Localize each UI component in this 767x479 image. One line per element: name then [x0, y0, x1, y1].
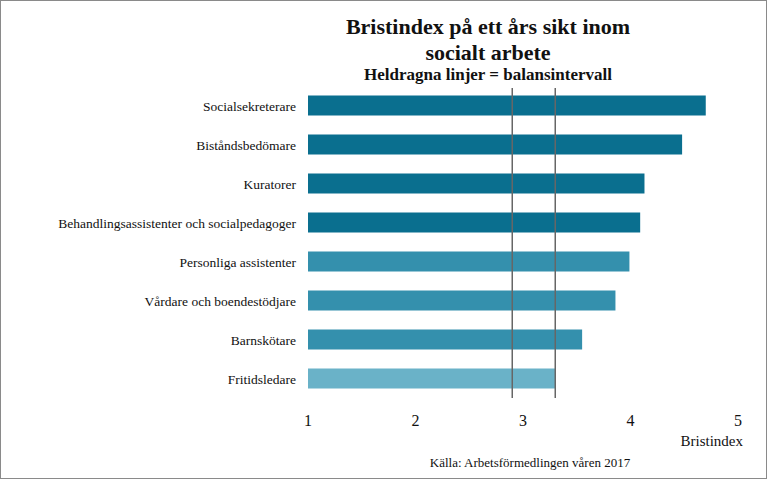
- category-label: Kuratorer: [244, 177, 297, 192]
- bar: [308, 96, 706, 116]
- tick-label: 1: [304, 412, 312, 429]
- category-label: Socialsekreterare: [203, 99, 296, 114]
- subtitle: Heldragna linjer = balansintervall: [364, 65, 612, 84]
- category-label: Barnskötare: [231, 333, 296, 348]
- category-label: Biståndsbedömare: [196, 138, 296, 153]
- bar: [308, 252, 629, 272]
- frame: [1, 1, 767, 479]
- category-label: Vårdare och boendestödjare: [145, 294, 296, 309]
- balance-line: [555, 88, 557, 398]
- tick-label: 5: [734, 412, 742, 429]
- title: Bristindex på ett års sikt inomsocialt a…: [346, 14, 630, 65]
- x-axis-label: Bristindex: [681, 433, 744, 449]
- tick-label: 4: [627, 412, 635, 429]
- bars: [308, 88, 706, 398]
- source: Källa: Arbetsförmedlingen våren 2017: [430, 455, 631, 470]
- bar: [308, 291, 615, 311]
- bar: [308, 135, 682, 155]
- tick-label: 3: [519, 412, 527, 429]
- bar: [308, 330, 582, 350]
- bar: [308, 369, 555, 389]
- category-label: Fritidsledare: [228, 372, 296, 387]
- tick-label: 2: [412, 412, 420, 429]
- category-label: Personliga assistenter: [179, 255, 296, 270]
- balance-line: [512, 88, 514, 398]
- bar: [308, 174, 644, 194]
- category-label: Behandlingsassistenter och socialpedagog…: [58, 216, 296, 231]
- chart: Bristindex på ett års sikt inomsocialt a…: [0, 0, 767, 479]
- bar: [308, 213, 640, 233]
